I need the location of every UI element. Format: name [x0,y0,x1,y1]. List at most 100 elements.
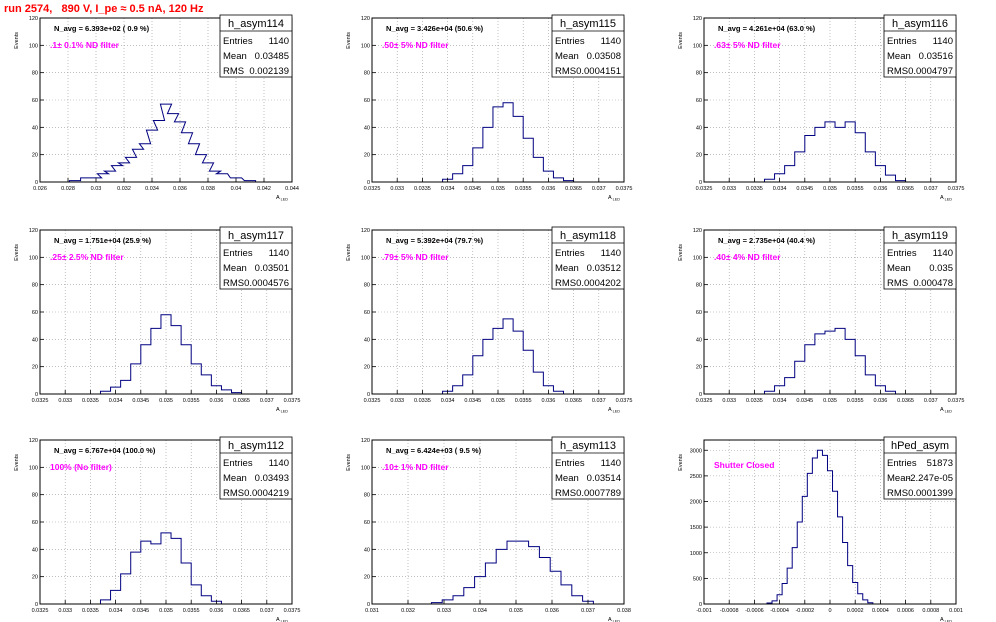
stats-label: RMS [887,278,908,289]
histogram-name: h_asym119 [892,230,948,242]
histogram-bin [100,600,110,604]
x-tick-label: 0.033 [58,608,72,614]
chart-panel-h_asym114: 0.026 0.028 0.03 0.032 0.034 0.036 0.038 0.04 0.… [14,14,299,202]
y-tick-label: 80 [696,71,702,77]
y-tick-label: 0 [35,392,38,398]
stats-box [883,14,957,78]
x-tick-label: 0.036 [210,398,224,404]
histogram-bin [865,152,875,182]
histogram-bin [855,356,865,394]
x-tick-label: 0.04 [231,186,242,192]
histogram-bin [833,491,838,604]
histogram-bin [845,122,855,182]
histogram-bin [181,345,191,394]
stats-value: 0.000478 [913,278,953,289]
x-tick-label: 0.0365 [565,398,582,404]
y-tick-label: 120 [29,438,38,444]
chart-panel-h_asym112: 0.0325 0.033 0.0335 0.034 0.0345 0.035 0.0355 0… [14,436,301,622]
navg-label: N_avg = 6.424e+03 ( 9.5 %) [386,446,482,455]
stats-value: 0.03514 [587,473,621,484]
histogram-bin [473,148,483,182]
x-tick-label: 0.0375 [284,608,301,614]
histogram-bin [453,596,464,604]
stats-value: 1140 [269,458,289,469]
x-tick-label: 0.035 [491,398,505,404]
y-tick-label: 100 [361,255,370,261]
histogram-bin [812,458,817,604]
stats-value: -2.247e-05 [907,473,953,484]
histogram-bin [805,345,815,394]
histogram-bin [858,594,863,604]
x-tick-label: 0.0335 [82,398,99,404]
x-tick-label: 0.035 [823,186,837,192]
filter-annotation: .40± 4% ND filter [714,252,781,262]
histogram-bin [827,471,832,604]
x-tick-label: 0.036 [545,608,559,614]
histogram-bin [483,339,493,394]
y-axis-title: Events [678,32,684,49]
histogram-bin [493,328,503,394]
histogram-bin [503,103,513,182]
chart-panel-h_asym118: 0.0325 0.033 0.0335 0.034 0.0345 0.035 0.0355 0… [346,226,632,414]
navg-label: N_avg = 2.735e+04 (40.4 %) [718,236,816,245]
y-tick-label: 120 [693,228,702,234]
stats-label: Entries [223,36,253,47]
histogram-bin [523,350,533,394]
x-tick-label: 0.037 [581,608,595,614]
x-tick-label: 0.036 [210,608,224,614]
x-tick-label: 0.033 [58,398,72,404]
y-tick-label: 100 [29,465,38,471]
x-tick-label: 0.0345 [132,608,149,614]
y-tick-label: 2500 [690,474,702,480]
stats-label: RMS [223,278,244,289]
histogram-bin [792,548,797,604]
histogram-bin [483,127,493,182]
x-axis-title: ALED [276,617,288,622]
y-tick-label: 80 [364,283,370,289]
y-tick-label: 20 [696,365,702,371]
y-tick-label: 100 [29,255,38,261]
histogram-bin [81,178,92,182]
y-tick-label: 60 [32,520,38,526]
histogram-bin [181,563,191,604]
chart-panel-h_asym117: 0.0325 0.033 0.0335 0.034 0.0345 0.035 0.0355 0… [14,226,300,414]
histogram-bin [151,544,161,604]
x-tick-label: 0.035 [159,608,173,614]
histogram-name: h_asym115 [560,18,616,30]
navg-label: N_avg = 4.261e+04 (63.0 %) [718,24,816,33]
stats-value: 0.002139 [249,66,289,77]
x-tick-label: 0.037 [260,398,274,404]
y-axis-title: Events [14,244,20,261]
histogram-bin [463,166,473,182]
y-tick-label: 40 [696,125,702,131]
filter-annotation: .10± 1% ND filter [382,462,449,472]
x-tick-label: 0.032 [117,186,131,192]
stats-box [219,436,293,500]
histogram-name: h_asym117 [228,230,284,242]
stats-label: RMS [223,66,244,77]
stats-value: 0.03485 [255,51,289,62]
histogram-bin [161,315,171,394]
histogram-bin [797,522,802,604]
y-tick-label: 120 [361,16,370,22]
x-tick-label: 0.036 [173,186,187,192]
histogram-bin [201,596,211,604]
histogram-name: h_asym113 [560,440,616,452]
histogram-bin [550,571,561,604]
histogram-bin [151,328,161,394]
stats-box [551,436,625,500]
histogram-bin [848,566,853,604]
y-tick-label: 2000 [690,500,702,506]
y-tick-label: 0 [367,602,370,608]
histogram-bin [835,127,845,182]
filter-annotation: .50± 5% ND filter [382,40,449,50]
x-tick-label: 0.037 [924,398,938,404]
y-tick-label: 100 [693,255,702,261]
histogram-outline [442,318,565,394]
x-tick-label: 0.0365 [565,186,582,192]
histogram-bin [121,574,131,604]
x-tick-label: -0.0008 [720,608,739,614]
stats-value: 51873 [927,458,953,469]
histogram-bin [191,364,201,394]
x-tick-label: 0.034 [773,398,787,404]
